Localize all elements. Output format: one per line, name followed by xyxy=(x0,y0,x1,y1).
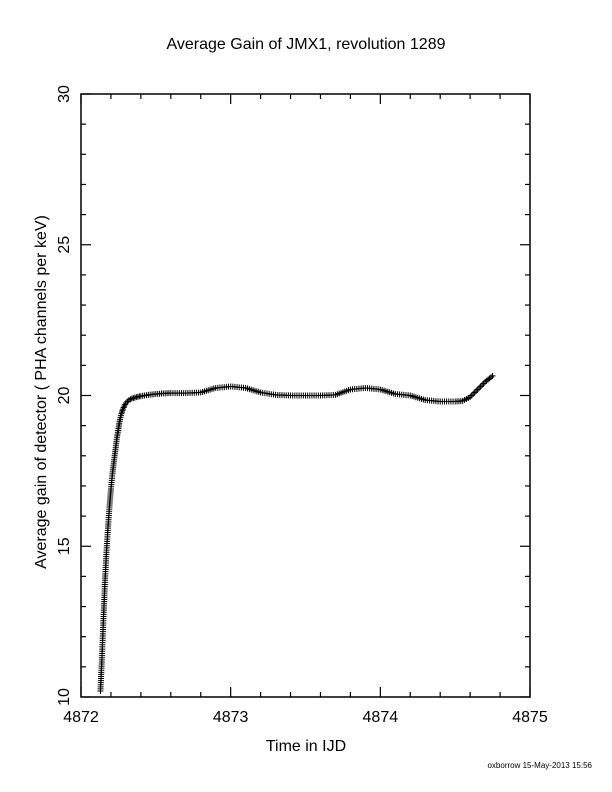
x-tick-label: 4873 xyxy=(213,709,249,726)
data-point xyxy=(479,381,486,388)
credit-footer: oxborrow 15-May-2013 15:56 xyxy=(487,761,592,770)
data-point xyxy=(477,383,484,390)
y-tick-label: 10 xyxy=(56,688,73,706)
data-point xyxy=(473,387,480,394)
data-point xyxy=(476,384,483,391)
axis-ticks xyxy=(80,93,531,698)
x-tick-label: 4874 xyxy=(363,709,399,726)
x-tick-label: 4872 xyxy=(63,709,99,726)
y-tick-label: 20 xyxy=(56,387,73,405)
data-point xyxy=(470,390,477,397)
x-tick-label: 4875 xyxy=(512,709,548,726)
y-tick-label: 25 xyxy=(56,236,73,254)
data-point xyxy=(489,372,496,379)
data-point xyxy=(127,396,134,403)
y-tick-label: 30 xyxy=(56,85,73,103)
data-marks xyxy=(97,372,496,694)
y-tick-label: 15 xyxy=(56,537,73,555)
data-point xyxy=(474,386,481,393)
tick-labels: 4872 4873 4874 4875 10 15 20 25 30 xyxy=(56,85,548,726)
data-point xyxy=(471,389,478,396)
chart-title: Average Gain of JMX1, revolution 1289 xyxy=(166,36,446,53)
data-point xyxy=(488,374,495,381)
y-axis-label: Average gain of detector ( PHA channels … xyxy=(33,215,50,569)
x-axis-label: Time in IJD xyxy=(265,738,347,755)
data-point xyxy=(480,380,487,387)
